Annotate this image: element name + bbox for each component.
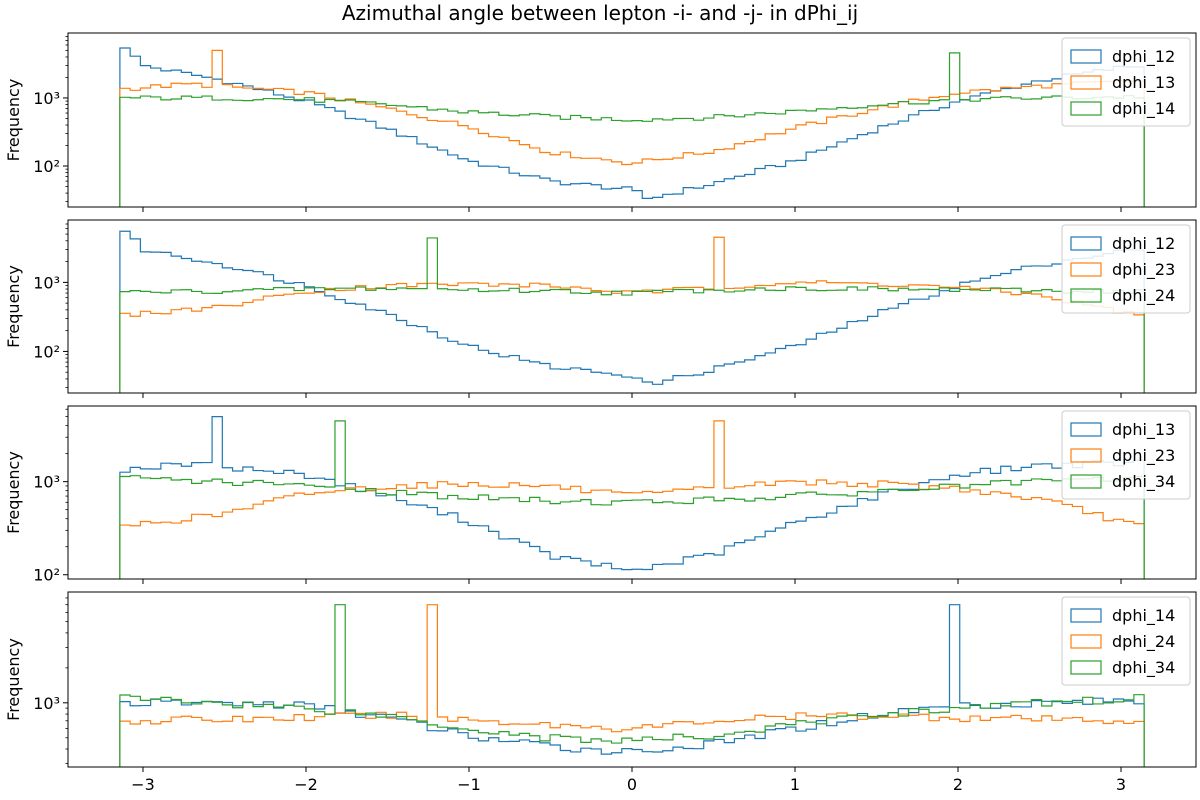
y-tick-label: 10³ [33, 89, 60, 108]
legend-label: dphi_13 [1112, 73, 1175, 93]
figure-title: Azimuthal angle between lepton -i- and -… [342, 1, 858, 25]
series-dphi_13-line [119, 49, 1145, 207]
legend-box [1061, 596, 1191, 686]
x-tick-label: −1 [457, 775, 481, 794]
legend-swatch [1070, 448, 1102, 463]
legend-box [1061, 410, 1191, 500]
legend-label: dphi_14 [1112, 606, 1175, 626]
x-tick-label: 0 [627, 775, 637, 794]
x-tick-label: −3 [131, 775, 155, 794]
legend-label: dphi_23 [1112, 446, 1175, 466]
x-tick-label: 1 [790, 775, 800, 794]
x-tick-label: 3 [1116, 775, 1126, 794]
legend-label: dphi_24 [1112, 632, 1175, 652]
legend-swatch [1070, 101, 1102, 116]
axes-frame [67, 32, 1197, 208]
legend-label: dphi_24 [1112, 286, 1175, 306]
series-dphi_23-line [119, 236, 1145, 393]
legend-box [1061, 37, 1191, 127]
y-axis-label: Frequency [4, 265, 23, 348]
legend: dphi_14 dphi_24 dphi_34 [1061, 596, 1191, 686]
y-tick-label: 10² [33, 342, 60, 361]
series-dphi_14-line [119, 52, 1145, 207]
y-tick-label: 10³ [33, 473, 60, 492]
legend-swatch [1070, 608, 1102, 623]
series-dphi_24-line [119, 604, 1145, 767]
legend-swatch [1070, 236, 1102, 251]
y-tick-label: 10³ [33, 694, 60, 713]
legend-swatch [1070, 288, 1102, 303]
legend-label: dphi_34 [1112, 472, 1175, 492]
x-tick-label: −2 [294, 775, 318, 794]
legend-label: dphi_12 [1112, 234, 1175, 254]
series-dphi_24-line [119, 237, 1145, 393]
legend-label: dphi_12 [1112, 47, 1175, 67]
legend: dphi_12 dphi_13 dphi_14 [1061, 37, 1191, 127]
series-dphi_12-line [119, 230, 1145, 393]
series-dphi_34-line [119, 420, 1145, 579]
legend: dphi_13 dphi_23 dphi_34 [1061, 410, 1191, 500]
legend-swatch [1070, 49, 1102, 64]
legend-swatch [1070, 262, 1102, 277]
y-axis-label: Frequency [4, 451, 23, 534]
legend-label: dphi_14 [1112, 99, 1175, 119]
y-axis-label: Frequency [4, 638, 23, 721]
legend-box [1061, 224, 1191, 314]
y-tick-label: 10² [33, 566, 60, 585]
y-axis-label: Frequency [4, 79, 23, 162]
panel-3: 10² 10³ Frequency dphi_13 dphi_23 dphi_34 [4, 405, 1197, 585]
series-dphi_14-line [119, 604, 1145, 767]
y-tick-label: 10³ [33, 273, 60, 292]
axes-frame [67, 219, 1197, 394]
legend-swatch [1070, 474, 1102, 489]
legend-swatch [1070, 422, 1102, 437]
legend-label: dphi_23 [1112, 260, 1175, 280]
series-dphi_34-line [119, 604, 1145, 767]
series-dphi_23-line [119, 420, 1145, 579]
series-dphi_12-line [119, 47, 1145, 207]
x-tick-label: 2 [953, 775, 963, 794]
legend-swatch [1070, 660, 1102, 675]
y-tick-label: 10² [33, 157, 60, 176]
panel-2: 10² 10³ Frequency dphi_12 dphi_23 dphi_24 [4, 219, 1197, 398]
legend-label: dphi_13 [1112, 420, 1175, 440]
panel-1: 10² 10³ Frequency dphi_12 dphi_13 dphi_14 [4, 32, 1197, 212]
series-dphi_13-line [119, 416, 1145, 579]
legend-swatch [1070, 75, 1102, 90]
legend-swatch [1070, 634, 1102, 649]
legend: dphi_12 dphi_23 dphi_24 [1061, 224, 1191, 314]
legend-label: dphi_34 [1112, 658, 1175, 678]
panel-4: −3 −2 −1 0 1 2 310³Frequencydphi_14dphi_24dphi… [4, 591, 1197, 794]
